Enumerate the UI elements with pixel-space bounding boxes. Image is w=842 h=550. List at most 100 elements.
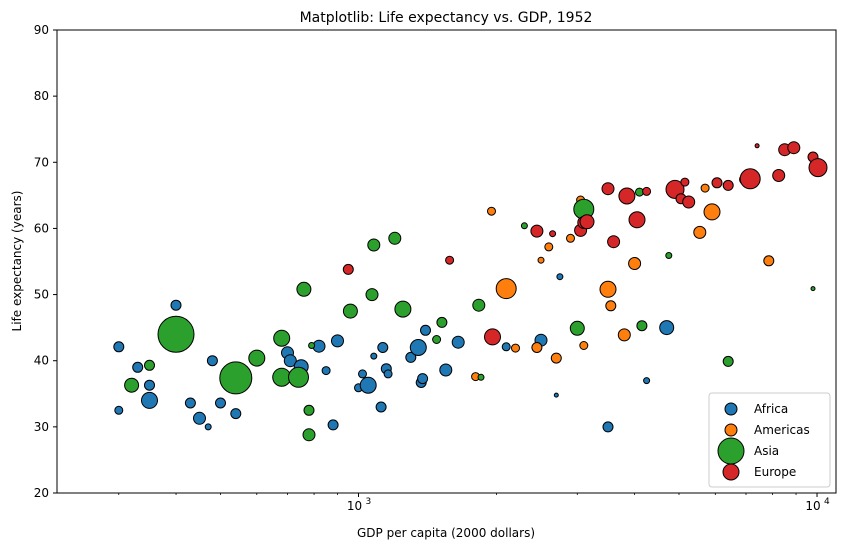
data-point bbox=[599, 280, 617, 298]
data-point bbox=[451, 335, 465, 349]
data-point bbox=[617, 328, 631, 342]
data-point bbox=[680, 177, 690, 187]
legend-label-americas: Americas bbox=[754, 423, 810, 437]
data-point bbox=[383, 369, 393, 379]
data-point bbox=[170, 299, 182, 311]
data-point bbox=[296, 281, 312, 297]
data-point bbox=[643, 377, 651, 385]
data-point bbox=[618, 187, 636, 205]
data-point bbox=[754, 143, 760, 149]
data-point bbox=[693, 225, 707, 239]
data-point bbox=[388, 231, 402, 245]
data-point bbox=[439, 363, 453, 377]
x-axis: 10 3 10 4 bbox=[118, 493, 830, 513]
chart-title: Matplotlib: Life expectancy vs. GDP, 195… bbox=[300, 10, 593, 26]
data-point bbox=[642, 186, 652, 196]
data-point bbox=[477, 373, 485, 381]
data-point bbox=[810, 286, 816, 292]
x-tick-label: 10 bbox=[347, 499, 362, 513]
data-point bbox=[556, 273, 564, 281]
data-point bbox=[303, 404, 315, 416]
y-tick-label: 40 bbox=[34, 354, 49, 368]
data-point bbox=[394, 300, 412, 318]
data-point bbox=[787, 141, 801, 155]
y-tick-label: 80 bbox=[34, 89, 49, 103]
data-point bbox=[302, 428, 316, 442]
data-point bbox=[132, 361, 144, 373]
data-point bbox=[472, 298, 486, 312]
data-point bbox=[605, 300, 617, 312]
data-point bbox=[531, 342, 543, 353]
data-point bbox=[537, 256, 545, 264]
data-point bbox=[544, 242, 554, 252]
legend-marker-africa bbox=[724, 402, 738, 416]
data-point bbox=[566, 233, 575, 243]
data-point bbox=[722, 179, 734, 191]
data-point bbox=[520, 222, 528, 230]
y-tick-label: 30 bbox=[34, 420, 49, 434]
data-point bbox=[144, 359, 155, 371]
data-point bbox=[665, 252, 673, 259]
data-point bbox=[722, 355, 734, 367]
legend-label-africa: Africa bbox=[754, 402, 788, 416]
data-point bbox=[682, 195, 696, 209]
data-point bbox=[367, 238, 381, 252]
data-point bbox=[204, 423, 212, 431]
data-point bbox=[700, 183, 710, 193]
data-point bbox=[113, 341, 125, 353]
y-tick-label: 70 bbox=[34, 155, 49, 169]
y-axis: 20 30 40 50 60 70 80 90 bbox=[34, 23, 57, 500]
legend-marker-asia bbox=[717, 437, 745, 465]
data-point bbox=[739, 168, 761, 190]
legend-marker-europe bbox=[722, 463, 740, 481]
data-point bbox=[772, 169, 786, 182]
data-point bbox=[144, 379, 155, 391]
data-point bbox=[273, 329, 291, 347]
data-point bbox=[484, 328, 501, 346]
data-point bbox=[436, 316, 448, 328]
data-point bbox=[206, 355, 218, 367]
data-point bbox=[569, 320, 585, 336]
data-point bbox=[628, 211, 646, 229]
data-point bbox=[607, 235, 621, 249]
legend-label-europe: Europe bbox=[754, 465, 796, 479]
data-point bbox=[417, 373, 429, 385]
plot-frame bbox=[56, 29, 837, 494]
data-point bbox=[184, 397, 196, 409]
data-point bbox=[549, 230, 557, 238]
data-point bbox=[219, 361, 253, 395]
data-point bbox=[711, 177, 723, 189]
data-point bbox=[550, 352, 562, 364]
data-point bbox=[124, 377, 140, 393]
data-point bbox=[141, 391, 158, 409]
data-point bbox=[636, 320, 648, 332]
data-point bbox=[215, 397, 226, 409]
data-point bbox=[530, 224, 544, 238]
x-tick-exponent: 4 bbox=[824, 497, 830, 507]
data-point bbox=[283, 354, 297, 368]
data-point bbox=[420, 324, 431, 336]
data-point bbox=[579, 341, 589, 350]
data-point bbox=[193, 411, 206, 425]
legend: Africa Americas Asia Europe bbox=[708, 392, 831, 488]
data-point bbox=[342, 263, 354, 275]
data-point bbox=[601, 182, 615, 196]
data-point bbox=[248, 349, 266, 367]
data-point bbox=[602, 421, 614, 433]
data-point bbox=[487, 206, 496, 216]
data-point bbox=[230, 408, 242, 420]
series-africa bbox=[113, 273, 675, 433]
data-point bbox=[377, 342, 389, 353]
data-point bbox=[359, 376, 377, 394]
data-point bbox=[763, 255, 775, 267]
data-point bbox=[501, 342, 511, 352]
y-axis-label: Life expectancy (years) bbox=[10, 191, 24, 332]
series-europe bbox=[342, 141, 828, 346]
y-tick-label: 50 bbox=[34, 288, 49, 302]
data-point bbox=[445, 255, 455, 265]
y-tick-label: 90 bbox=[34, 23, 49, 37]
legend-box bbox=[708, 392, 831, 488]
data-point bbox=[808, 158, 828, 178]
series-asia bbox=[124, 187, 816, 442]
x-tick-label: 10 bbox=[805, 499, 820, 513]
